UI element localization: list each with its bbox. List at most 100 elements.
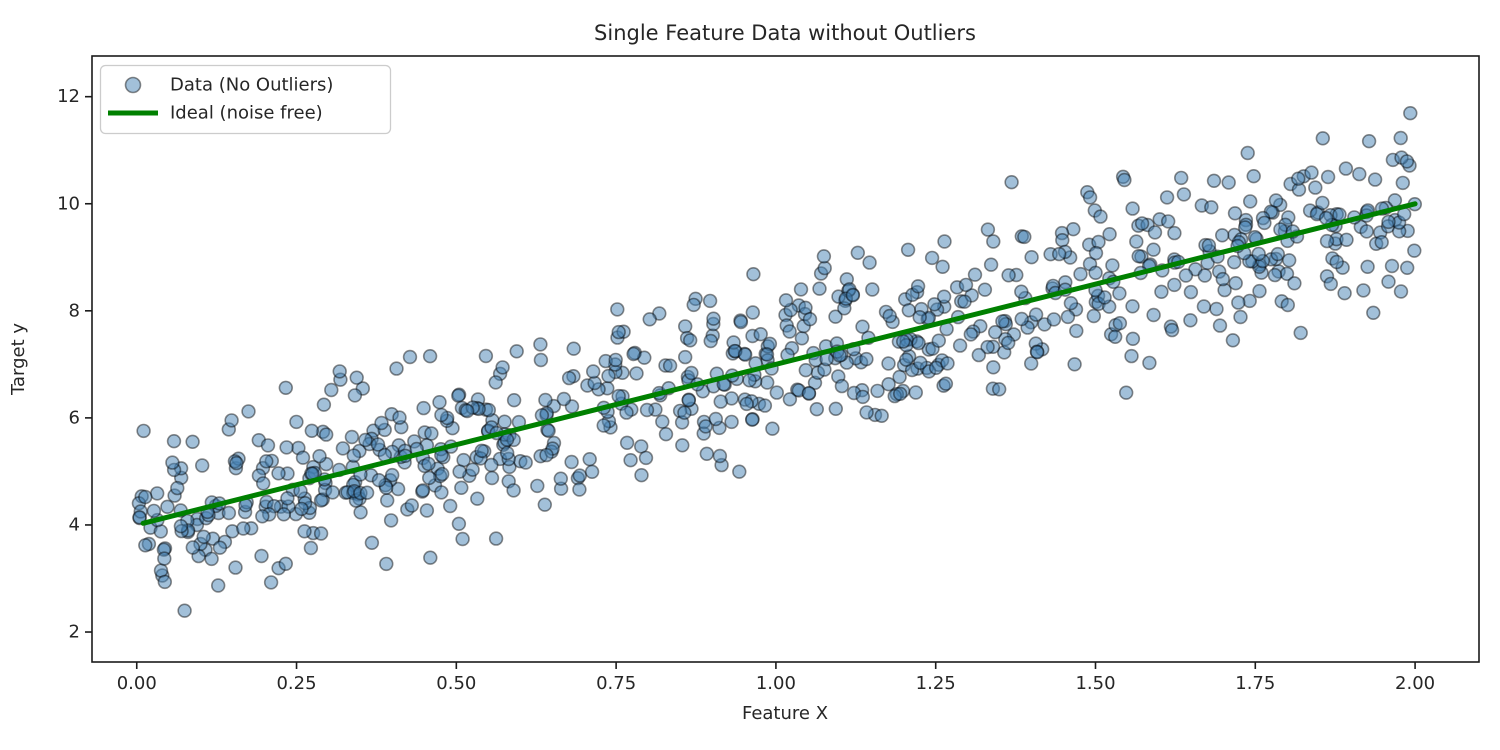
scatter-point [1183, 284, 1199, 300]
scatter-point [862, 255, 877, 270]
scatter-point [980, 222, 996, 237]
scatter-point [1323, 276, 1339, 292]
scatter-point [1393, 130, 1408, 146]
scatter-point [434, 485, 449, 500]
scatter-point [1125, 299, 1140, 314]
scatter-point [910, 279, 926, 294]
legend-label-ideal: Ideal (noise free) [170, 103, 323, 124]
scatter-point [629, 366, 644, 381]
scatter-point [874, 408, 889, 423]
scatter-point [1097, 290, 1112, 305]
scatter-point [346, 448, 361, 463]
scatter-point [809, 402, 824, 417]
y-axis-ticks: 2 4 6 8 10 12 [57, 86, 92, 643]
scatter-point [364, 535, 380, 550]
scatter-point [452, 464, 467, 479]
scatter-point [157, 551, 172, 566]
scatter-point [706, 311, 721, 326]
scatter-point [702, 293, 718, 309]
scatter-point [798, 300, 813, 315]
scatter-point [1251, 246, 1266, 262]
scatter-point [859, 405, 874, 420]
scatter-point [881, 356, 896, 371]
scatter-point [1212, 318, 1228, 333]
scatter-point [506, 483, 521, 498]
scatter-point [255, 509, 270, 524]
scatter-point [146, 503, 162, 519]
scatter-point [1023, 356, 1039, 371]
scatter-point [927, 297, 942, 312]
scatter-point [882, 308, 897, 324]
scatter-point [383, 513, 399, 528]
scatter-point [541, 423, 556, 438]
scatter-point [495, 360, 510, 375]
scatter-point [1134, 216, 1150, 231]
scatter-point [1088, 265, 1103, 280]
scatter-point [1154, 284, 1169, 299]
scatter-point [782, 392, 798, 407]
scatter-point [1360, 259, 1375, 274]
scatter-point [1399, 154, 1415, 169]
scatter-point [633, 439, 649, 454]
scatter-point [451, 516, 467, 531]
scatter-point [278, 380, 293, 395]
scatter-point [460, 403, 475, 419]
scatter-point [769, 385, 784, 400]
scatter-point [456, 452, 471, 468]
scatter-point [451, 388, 466, 403]
scatter-point [626, 346, 641, 362]
scatter-point [1287, 276, 1302, 291]
scatter-point [211, 578, 226, 593]
scatter-point [859, 351, 874, 367]
scatter-point [642, 312, 657, 327]
scatter-point [349, 370, 364, 385]
scatter-point [537, 497, 552, 512]
scatter-point [712, 448, 728, 464]
scatter-point [344, 429, 360, 445]
scatter-point [639, 402, 655, 418]
legend-scatter-marker-icon [124, 76, 142, 94]
scatter-point [1004, 175, 1019, 190]
scatter-point [1237, 220, 1253, 235]
scatter-point [1055, 233, 1070, 248]
scatter-point [713, 394, 728, 409]
scatter-point [1381, 214, 1396, 230]
scatter-point [684, 365, 699, 381]
x-tick-label: 0.00 [117, 673, 157, 694]
scatter-point [1399, 260, 1415, 275]
scatter-point [935, 259, 950, 274]
scatter-point [1209, 301, 1224, 317]
scatter-point [1112, 316, 1128, 331]
scatter-point [1352, 166, 1367, 182]
scatter-point [1086, 308, 1102, 324]
scatter-point [699, 446, 714, 461]
scatter-point [379, 556, 394, 572]
scatter-point [1403, 105, 1418, 121]
x-tick-label: 1.75 [1235, 673, 1275, 694]
y-tick-label: 2 [69, 622, 80, 643]
scatter-point [295, 450, 311, 465]
scatter-point [416, 400, 431, 416]
scatter-point [553, 471, 568, 486]
scatter-point [619, 405, 634, 420]
scatter-point [1197, 268, 1213, 283]
scatter-point [170, 480, 185, 496]
scatter-point [500, 445, 515, 461]
scatter-point [980, 339, 995, 355]
scatter-point [358, 432, 373, 448]
scatter-point [623, 453, 638, 468]
scatter-point [319, 427, 334, 442]
scatter-point [488, 531, 504, 546]
scatter-point [900, 242, 916, 258]
scatter-point [911, 335, 926, 351]
scatter-point [936, 289, 952, 304]
y-tick-label: 10 [57, 193, 80, 214]
scatter-point [1339, 232, 1354, 248]
scatter-point [759, 347, 775, 362]
scatter-point [1231, 295, 1246, 310]
scatter-point [1374, 235, 1389, 250]
scatter-point [753, 327, 768, 342]
scatter-point [236, 521, 251, 536]
scatter-point [732, 464, 747, 479]
scatter-point [1281, 253, 1297, 268]
